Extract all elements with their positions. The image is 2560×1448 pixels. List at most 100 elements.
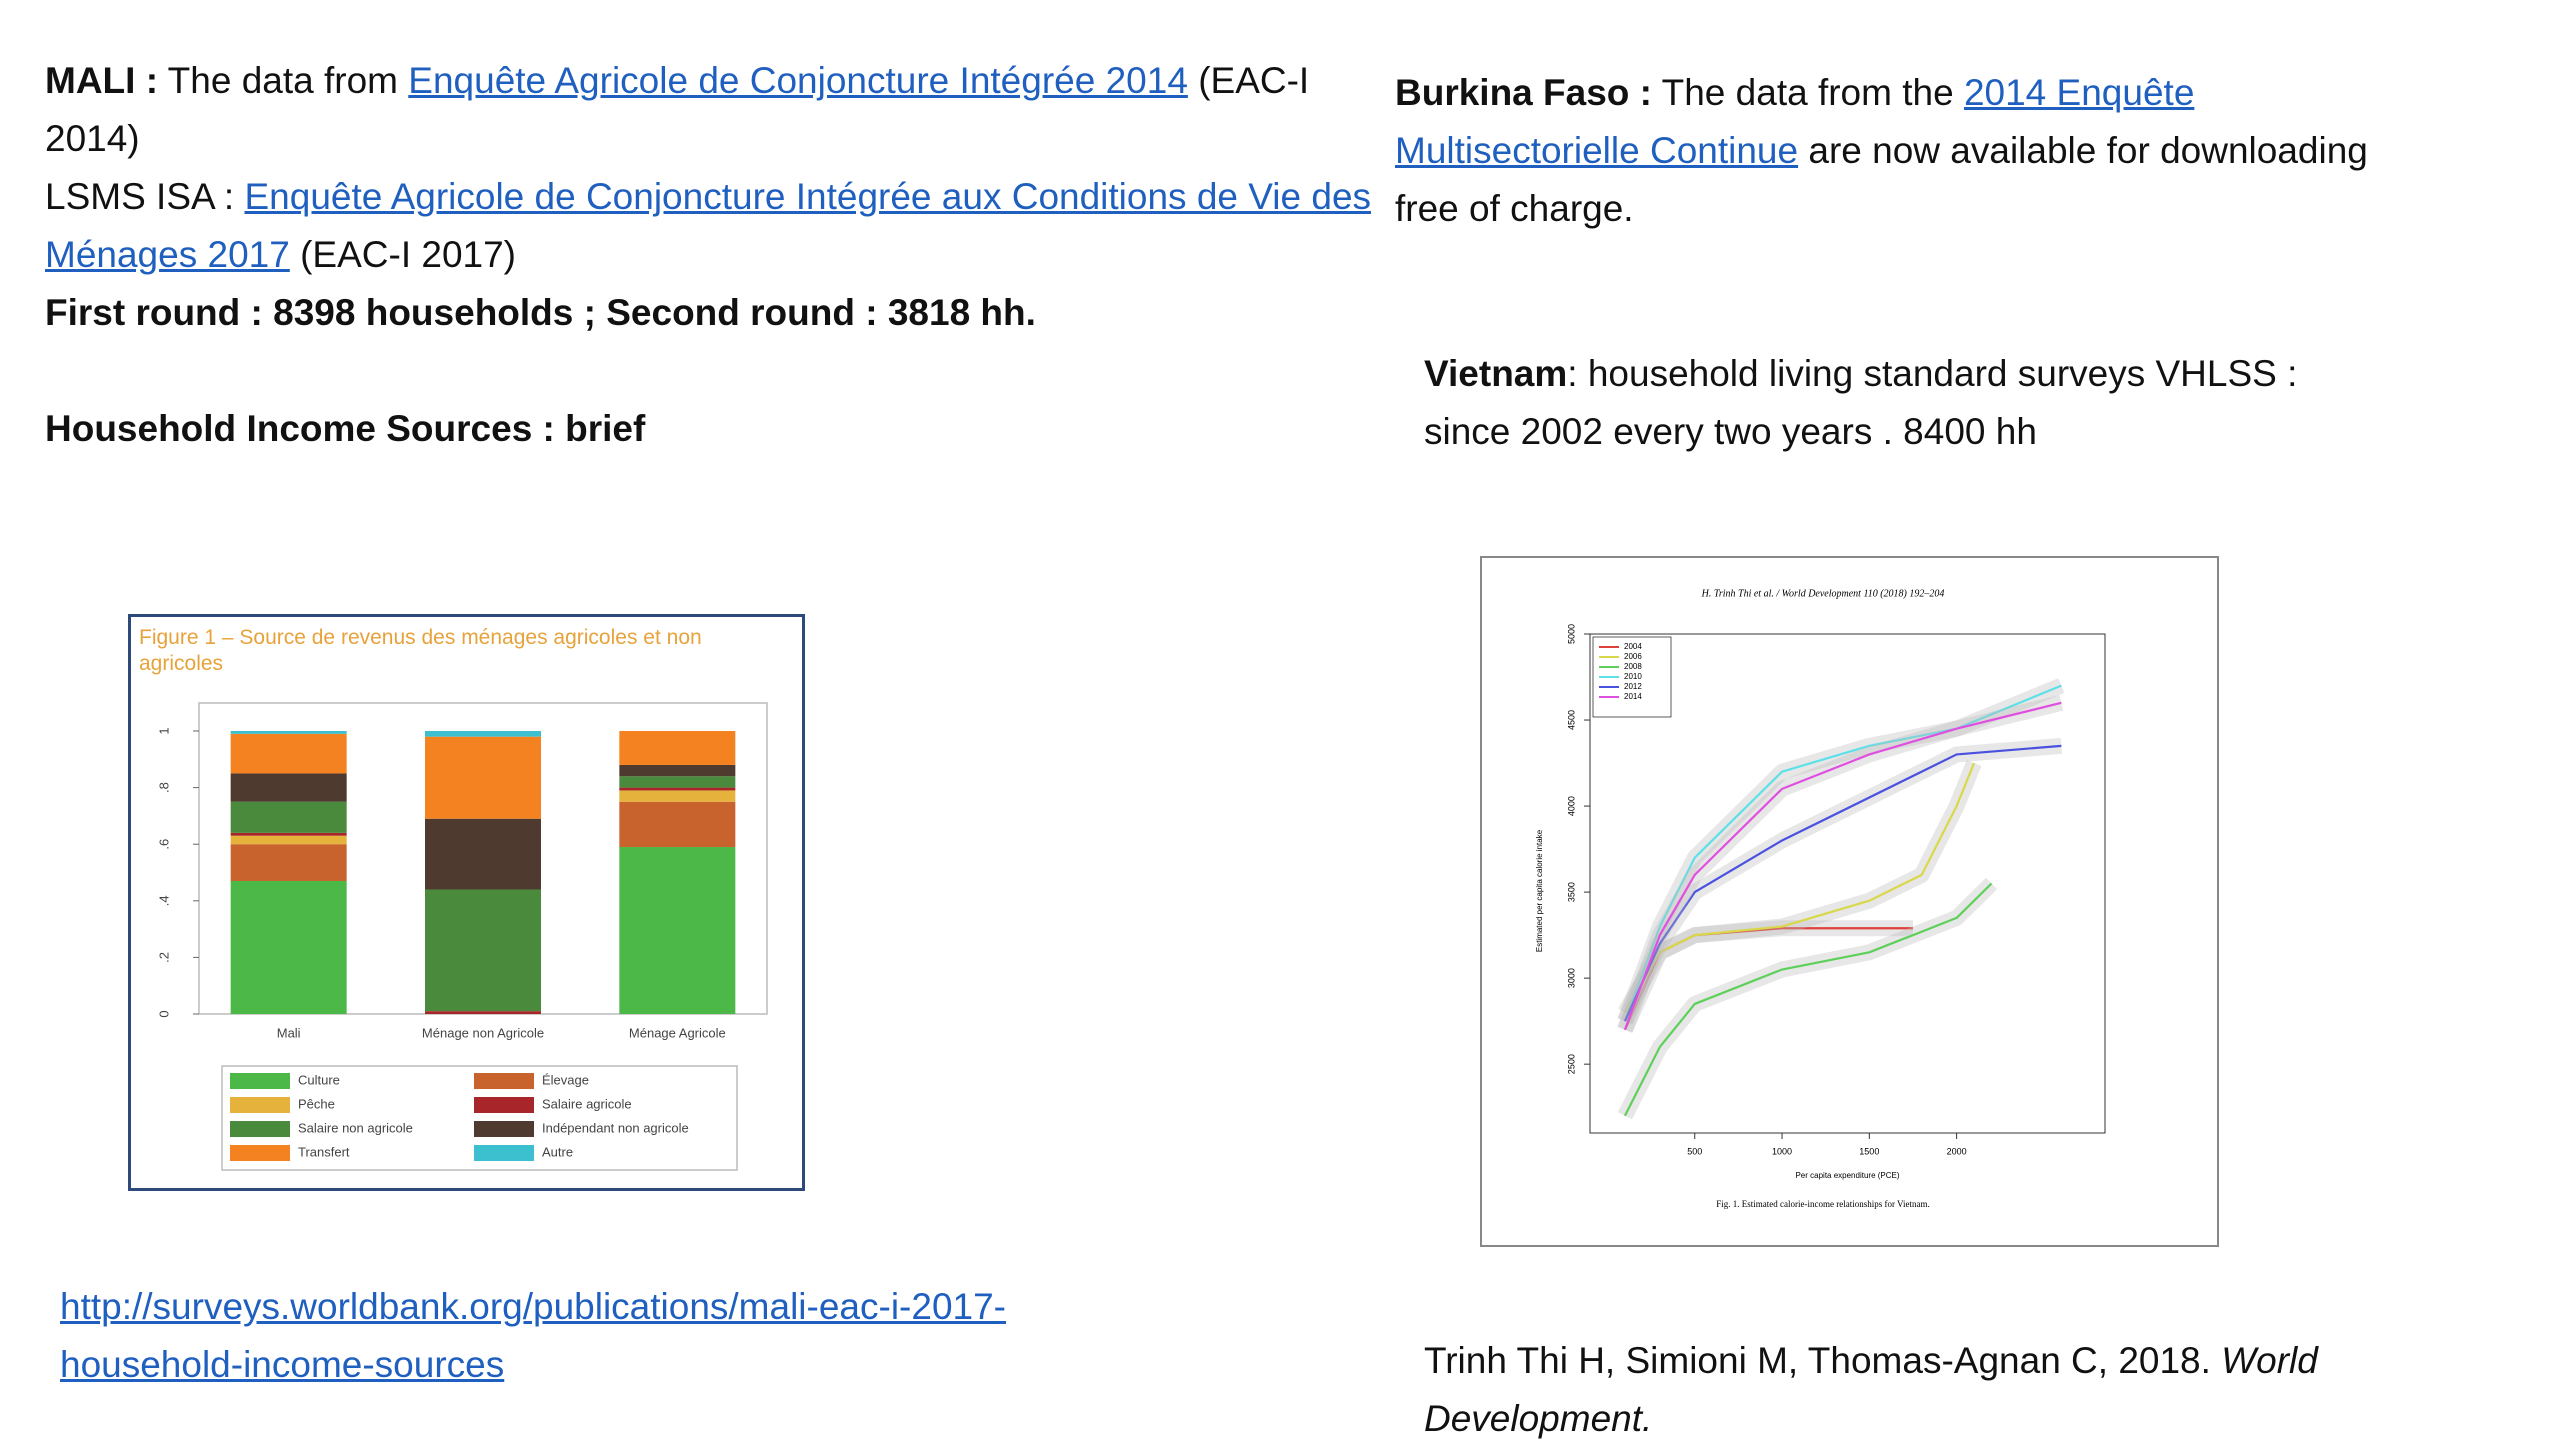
- bar-segment: [619, 847, 736, 1014]
- y-tick-label: 4000: [1566, 796, 1576, 816]
- legend-label: Transfert: [298, 1144, 350, 1159]
- legend-label: 2004: [1624, 642, 1642, 651]
- legend-label: Autre: [542, 1144, 573, 1159]
- bar-segment: [619, 790, 736, 802]
- income-figure: 0 .2 .4 .6 .8 1 Mali Ménage non Agricole Ménage …: [128, 614, 805, 1191]
- y-tick-label: .6: [156, 839, 171, 850]
- legend-swatch: [230, 1073, 290, 1089]
- link[interactable]: Enquête Agricole de Conjoncture Intégrée…: [45, 176, 1372, 275]
- y-tick-label: .8: [156, 782, 171, 793]
- bar-segment: [230, 801, 347, 833]
- heading: Vietnam: [1424, 353, 1568, 394]
- text: (EAC-I 2017): [300, 234, 517, 275]
- legend-swatch: [474, 1121, 534, 1137]
- url-link[interactable]: http://surveys.worldbank.org/publication…: [60, 1286, 1006, 1385]
- legend-label: Élevage: [542, 1072, 589, 1087]
- bar-chart: 0 .2 .4 .6 .8 1 Mali Ménage non Agricole Ménage …: [156, 702, 768, 1171]
- figure-title: Figure 1 – Source de revenus des ménages…: [139, 626, 702, 675]
- bar-segment: [425, 736, 541, 819]
- series-line: [1623, 744, 2062, 1022]
- citation: Trinh Thi H, Simioni M, Thomas-Agnan C, …: [1424, 1332, 2534, 1448]
- bar-segment: [230, 880, 347, 1014]
- figure-header: H. Trinh Thi et al. / World Development …: [1701, 588, 1945, 599]
- legend-label: 2006: [1624, 652, 1642, 661]
- y-tick-label: 3500: [1566, 882, 1576, 902]
- legend-swatch: [230, 1145, 290, 1161]
- authors: Trinh Thi H, Simioni M, Thomas-Agnan C, …: [1424, 1340, 2211, 1381]
- series-line: [1623, 701, 2062, 1031]
- series-line: [1623, 882, 1993, 1117]
- x-tick-label: 2000: [1947, 1146, 1967, 1156]
- line-chart: H. Trinh Thi et al. / World Development …: [1535, 588, 2106, 1209]
- journal: World Development.: [1424, 1340, 2318, 1439]
- vietnam-paragraph: Vietnam: household living standard surve…: [1424, 345, 2384, 461]
- y-tick-label: .2: [156, 952, 171, 963]
- bar-segment: [619, 801, 736, 848]
- x-tick-label: 500: [1687, 1146, 1702, 1156]
- link[interactable]: Enquête Agricole de Conjoncture Intégrée…: [408, 60, 1188, 101]
- legend-label: Culture: [298, 1072, 340, 1087]
- mali-paragraph: MALI : The data from Enquête Agricole de…: [45, 52, 1385, 342]
- legend-label: Indépendant non agricole: [542, 1120, 689, 1135]
- legend-label: Pêche: [298, 1096, 335, 1111]
- text: : household living standard surveys VHLS…: [1424, 353, 2298, 452]
- text: The data from the: [1661, 72, 1954, 113]
- y-tick-label: 3000: [1566, 968, 1576, 988]
- legend-label: 2008: [1624, 662, 1642, 671]
- text: The data from: [167, 60, 398, 101]
- legend-label: 2012: [1624, 682, 1642, 691]
- link[interactable]: 2014 Enquête Multisectorielle Continue: [1395, 72, 2195, 171]
- x-tick-label: Mali: [277, 1025, 301, 1040]
- legend-swatch: [230, 1121, 290, 1137]
- y-tick-label: .4: [156, 895, 171, 906]
- bar-segment: [619, 731, 736, 765]
- bar-segment: [230, 832, 347, 836]
- bar-segment: [619, 776, 736, 788]
- bar-segment: [619, 787, 736, 791]
- legend-label: 2014: [1624, 692, 1642, 701]
- figure-caption: Fig. 1. Estimated calorie-income relatio…: [1716, 1199, 1930, 1209]
- burkina-paragraph: Burkina Faso : The data from the 2014 En…: [1395, 64, 2395, 238]
- heading: MALI :: [45, 60, 159, 101]
- x-tick-label: 1500: [1859, 1146, 1879, 1156]
- bar-segment: [425, 818, 541, 890]
- y-tick-label: 1: [156, 727, 171, 734]
- income-heading: Household Income Sources : brief: [45, 400, 645, 458]
- x-axis-label: Per capita expenditure (PCE): [1795, 1171, 1899, 1180]
- y-tick-label: 5000: [1566, 624, 1576, 644]
- plot-frame: [1589, 633, 2106, 1134]
- heading: Burkina Faso :: [1395, 72, 1652, 113]
- text: (EAC-I 2014): [45, 60, 1310, 159]
- legend-swatch: [230, 1097, 290, 1113]
- bar-segment: [230, 731, 347, 734]
- heading: LSMS ISA :: [45, 176, 235, 217]
- bar-segment: [230, 733, 347, 774]
- band: [1617, 678, 2065, 1024]
- heading: Household Income Sources : brief: [45, 408, 646, 449]
- bar-segment: [425, 731, 541, 737]
- y-tick-label: 4500: [1566, 710, 1576, 730]
- bar-segment: [619, 764, 736, 777]
- y-axis-label: Estimated per capita calorie intake: [1535, 829, 1544, 952]
- legend-swatch: [474, 1097, 534, 1113]
- calorie-figure: H. Trinh Thi et al. / World Development …: [1480, 556, 2219, 1247]
- series-line: [1623, 762, 1976, 1014]
- bar-segment: [230, 835, 347, 845]
- legend-swatch: [474, 1073, 534, 1089]
- legend-label: Salaire non agricole: [298, 1120, 413, 1135]
- text: are now available for downloading free o…: [1395, 130, 2368, 229]
- x-tick-label: Ménage Agricole: [629, 1025, 726, 1040]
- bar-segment: [230, 844, 347, 881]
- y-tick-label: 2500: [1566, 1054, 1576, 1074]
- url-paragraph: http://surveys.worldbank.org/publication…: [60, 1278, 1060, 1394]
- legend-label: 2010: [1624, 672, 1642, 681]
- rounds: First round : 8398 households ; Second r…: [45, 292, 1036, 333]
- y-tick-label: 0: [156, 1010, 171, 1017]
- legend-swatch: [474, 1145, 534, 1161]
- bar-segment: [425, 889, 541, 1012]
- bar-segment: [425, 1011, 541, 1014]
- legend-label: Salaire agricole: [542, 1096, 632, 1111]
- bar-segment: [230, 773, 347, 802]
- x-tick-label: Ménage non Agricole: [422, 1025, 544, 1040]
